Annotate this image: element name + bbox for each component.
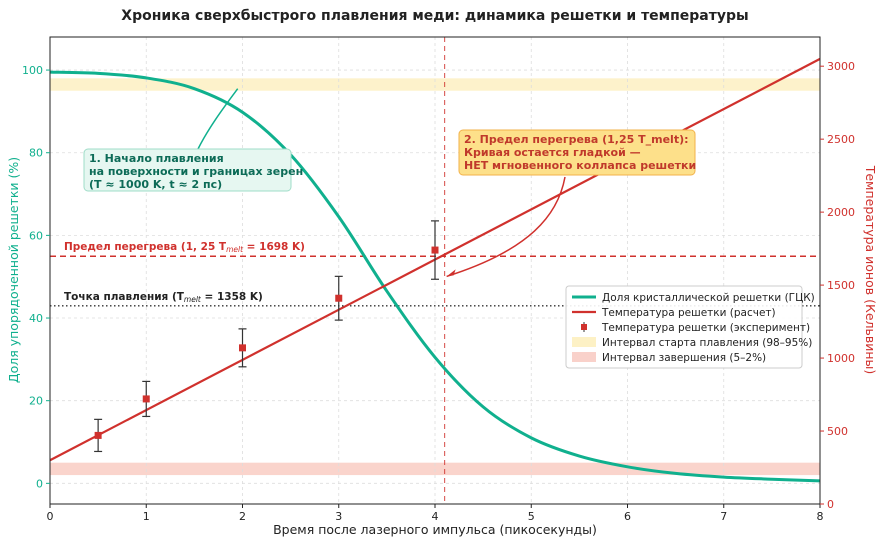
annotation-1-line: на поверхности и границах зерен — [89, 165, 303, 178]
hline-label-main: Точка плавления (T — [64, 291, 185, 303]
hline-label-main: Предел перегрева (1, 25 T — [64, 241, 227, 253]
experiment-point — [239, 344, 246, 352]
y-left-tick-label: 80 — [29, 147, 43, 160]
legend-swatch-point — [581, 324, 587, 330]
annotation-1-line: (T ≈ 1000 K, t ≈ 2 пс) — [89, 178, 222, 191]
annotation-1-arrow — [197, 88, 239, 150]
y-left-tick-label: 40 — [29, 312, 43, 325]
x-tick-label: 3 — [335, 510, 342, 523]
x-tick-label: 8 — [817, 510, 824, 523]
x-tick-label: 2 — [239, 510, 246, 523]
annotation-2-arrow — [446, 176, 566, 278]
y-left-tick-label: 100 — [22, 64, 43, 77]
y-right-tick-label: 2000 — [827, 206, 855, 219]
x-tick-label: 1 — [143, 510, 150, 523]
experiment-point — [431, 246, 439, 254]
y-right-tick-label: 1000 — [827, 352, 855, 365]
x-tick-label: 5 — [528, 510, 535, 523]
experiment-point — [335, 294, 343, 302]
legend-label: Температура решетки (эксперимент) — [601, 322, 810, 334]
x-axis-label: Время после лазерного импульса (пикосеку… — [273, 522, 597, 537]
hline-label-sub: melt — [184, 295, 202, 304]
y-right-tick-label: 0 — [827, 498, 834, 511]
y-left-tick-label: 0 — [36, 477, 43, 490]
fraction-curve — [49, 70, 821, 483]
series-layer — [49, 57, 821, 483]
hline-label-sub: melt — [226, 245, 244, 254]
legend-layer: Доля кристаллической решетки (ГЦК) Темпер… — [565, 285, 815, 369]
annotation-1-box — [83, 148, 292, 192]
annotation-2-box — [458, 129, 696, 176]
x-tick-label: 4 — [432, 510, 439, 523]
x-tick-label: 7 — [720, 510, 727, 523]
experiment-point — [142, 395, 150, 403]
annotation-1-line: 1. Начало плавления — [89, 152, 224, 165]
hline-label-tail: = 1698 K) — [243, 241, 305, 253]
chart-title: Хроника сверхбыстрого плавления меди: ди… — [121, 8, 748, 24]
hline-label-0: Предел перегрева (1, 25 Tmelt = 1698 K) — [64, 241, 305, 254]
y-right-tick-label: 500 — [827, 425, 848, 438]
reference-lines-layer: Предел перегрева (1, 25 Tmelt = 1698 K)Т… — [50, 37, 820, 504]
y-right-tick-label: 3000 — [827, 60, 855, 73]
legend-swatch-band — [572, 337, 596, 347]
annotation-2-arrowhead — [446, 269, 456, 277]
y-left-tick-label: 20 — [29, 395, 43, 408]
hline-label-tail: = 1358 K) — [201, 291, 263, 303]
y-right-tick-label: 1500 — [827, 279, 855, 292]
y-left-axis-label: Доля упорядоченной решетки (%) — [6, 157, 21, 383]
axes-layer: 0 1 2 3 4 5 6 7 80204060801000500100015002000250… — [22, 36, 855, 523]
x-tick-label: 6 — [624, 510, 631, 523]
legend-box — [565, 285, 803, 369]
legend-label: Доля кристаллической решетки (ГЦК) — [602, 292, 815, 304]
y-right-tick-label: 2500 — [827, 133, 855, 146]
legend-label: Температура решетки (расчет) — [601, 307, 776, 319]
x-tick-label: 0 — [47, 510, 54, 523]
annotation-2-line: 2. Предел перегрева (1,25 T_melt): — [464, 133, 689, 146]
experiment-point — [94, 431, 102, 439]
y-right-axis-label: Температура ионов (Кельвины) — [863, 165, 877, 375]
y-left-tick-label: 60 — [29, 229, 43, 242]
annotation-2-line: НЕТ мгновенного коллапса решетки — [464, 159, 696, 172]
hline-label-1: Точка плавления (Tmelt = 1358 K) — [64, 291, 263, 304]
legend-swatch-band — [572, 352, 596, 362]
legend-label: Интервал завершения (5–2%) — [602, 352, 766, 364]
annotation-2-line: Кривая остается гладкой — — [464, 146, 641, 159]
legend-label: Интервал старта плавления (98–95%) — [602, 337, 812, 349]
